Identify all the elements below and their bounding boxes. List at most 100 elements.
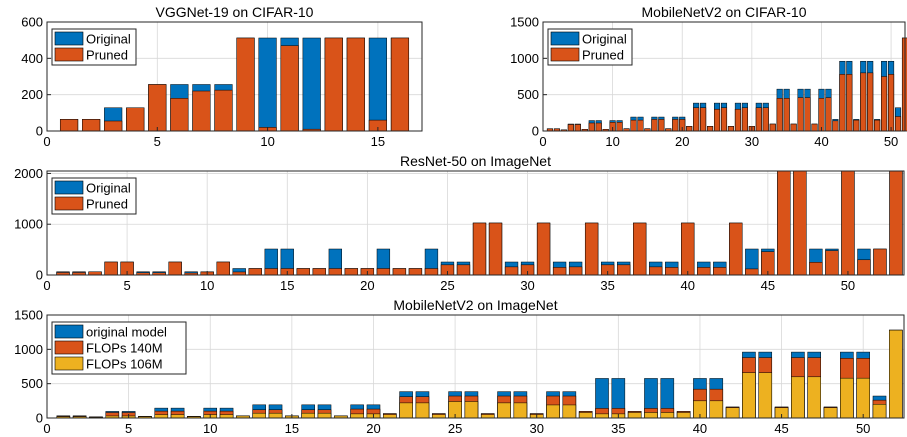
bar-orange-38 [804,97,811,132]
bar-yellow-48 [823,407,838,419]
y-tick-label: 600 [21,15,43,30]
x-tick-label: 5 [123,278,130,293]
bar-orange-45 [853,119,860,132]
x-tick-label: 30 [529,421,543,436]
axes-frame [542,21,906,132]
bar-yellow-13 [252,412,266,419]
bar-orange-29 [741,107,748,132]
bar-orange-47 [793,170,807,276]
x-tick-label: 50 [841,278,855,293]
bar-orange-46 [777,170,791,276]
bar-yellow-23 [415,402,430,419]
bar-blue-15 [368,37,387,132]
bar-orange-16 [390,37,410,132]
bar-orange-16 [296,268,310,276]
x-tick-label: 45 [774,421,788,436]
x-tick-label: 25 [440,278,454,293]
bar-orange-51 [857,259,871,276]
bar-orange-39 [665,267,679,276]
bar-orange-37 [633,222,647,276]
bar-orange-11 [616,122,623,132]
x-tick-label: 5 [125,421,132,436]
bar-yellow-21 [383,414,397,419]
bar-orange-39 [811,123,818,132]
x-tick-label: 0 [43,134,50,149]
x-tick-label: 15 [371,134,385,149]
x-tick-label: 20 [366,421,380,436]
bar-yellow-52 [889,329,903,419]
bar-orange-41 [697,267,711,276]
bar-orange-17 [658,119,665,132]
bar-orange-42 [832,120,839,132]
bar-orange-28 [734,108,741,132]
y-tick-label: 0 [36,124,43,139]
legend-swatch-blue [54,180,84,195]
bar-yellow-39 [676,412,691,419]
bar-orange-43 [729,222,743,276]
x-tick-label: 10 [260,134,274,149]
legend-swatch-blue [550,31,580,46]
axes-frame [46,314,905,419]
bar-yellow-37 [644,412,658,419]
bar-orange-4 [567,124,574,132]
x-tick-label: 0 [43,278,50,293]
bar-orange-8 [595,122,602,132]
bar-orange-8 [168,261,182,276]
bar-yellow-14 [268,412,283,419]
legend-swatch-blue [54,324,84,339]
bar-orange-38 [649,266,663,276]
bar-orange-17 [312,268,326,276]
bar-yellow-19 [350,413,364,419]
bar-blue-10 [258,37,277,132]
chart-panel-4: 0 5 10 15 20 25 30 35 40 45 50050010001500MobileNe… [14,297,905,436]
bar-yellow-7 [154,414,169,419]
bar-orange-41 [825,97,832,132]
chart-title: ResNet-50 on ImageNet [400,153,551,169]
bar-yellow-38 [660,412,675,419]
bar-orange-13 [248,268,262,276]
x-tick-label: 35 [600,278,614,293]
x-tick-label: 15 [280,278,294,293]
bar-orange-32 [552,267,567,276]
bar-orange-43 [839,74,846,132]
x-tick-label: 10 [203,421,217,436]
bar-yellow-27 [480,414,495,419]
bar-orange-21 [686,126,693,132]
x-tick-label: 45 [761,278,775,293]
bar-orange-14 [346,37,365,132]
bar-orange-24 [424,268,439,276]
bar-yellow-24 [431,414,446,419]
bar-orange-32 [762,107,769,132]
bar-orange-35 [783,98,790,132]
axes-frame [46,170,905,276]
x-tick-label: 40 [814,134,828,149]
bar-orange-11 [280,45,299,132]
x-tick-label: 50 [856,421,870,436]
bar-orange-52 [873,248,887,276]
bar-orange-49 [881,76,888,132]
y-tick-label: 1000 [14,342,43,357]
chart-title: VGGNet-19 on CIFAR-10 [156,4,314,20]
bar-orange-7 [192,90,211,132]
bar-blue-12 [302,37,321,132]
bar-yellow-31 [546,404,560,419]
bar-orange-44 [846,74,853,132]
bar-yellow-44 [758,372,773,419]
bar-yellow-29 [513,402,528,419]
bar-orange-51 [895,116,902,132]
bar-orange-28 [488,222,503,276]
bar-orange-19 [672,119,679,132]
bar-orange-1 [59,119,79,132]
chart-title: MobileNetV2 on CIFAR-10 [642,4,807,20]
bar-yellow-32 [562,404,577,419]
x-tick-label: 30 [745,134,759,149]
bar-orange-7 [588,122,595,132]
bar-orange-19 [344,268,359,276]
bar-yellow-36 [627,412,642,419]
bar-orange-14 [264,268,278,276]
bar-yellow-43 [742,372,756,419]
bar-orange-24 [707,126,714,132]
bar-orange-48 [874,119,881,132]
